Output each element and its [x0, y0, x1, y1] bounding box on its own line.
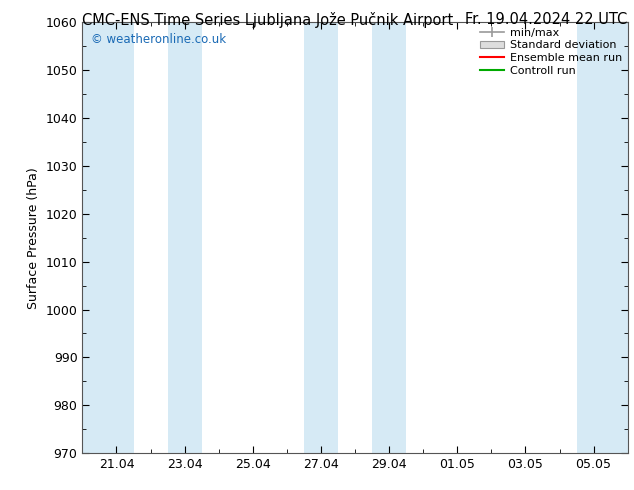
Bar [167, 22, 202, 453]
Bar [372, 22, 406, 453]
Bar [576, 22, 628, 453]
Text: © weatheronline.co.uk: © weatheronline.co.uk [91, 33, 226, 46]
Bar [82, 22, 134, 453]
Bar [304, 22, 338, 453]
Legend: min/max, Standard deviation, Ensemble mean run, Controll run: min/max, Standard deviation, Ensemble me… [477, 25, 624, 78]
Text: Fr. 19.04.2024 22 UTC: Fr. 19.04.2024 22 UTC [465, 12, 628, 27]
Text: CMC-ENS Time Series Ljubljana Jože Pučnik Airport: CMC-ENS Time Series Ljubljana Jože Pučni… [82, 12, 454, 28]
Y-axis label: Surface Pressure (hPa): Surface Pressure (hPa) [27, 167, 40, 309]
